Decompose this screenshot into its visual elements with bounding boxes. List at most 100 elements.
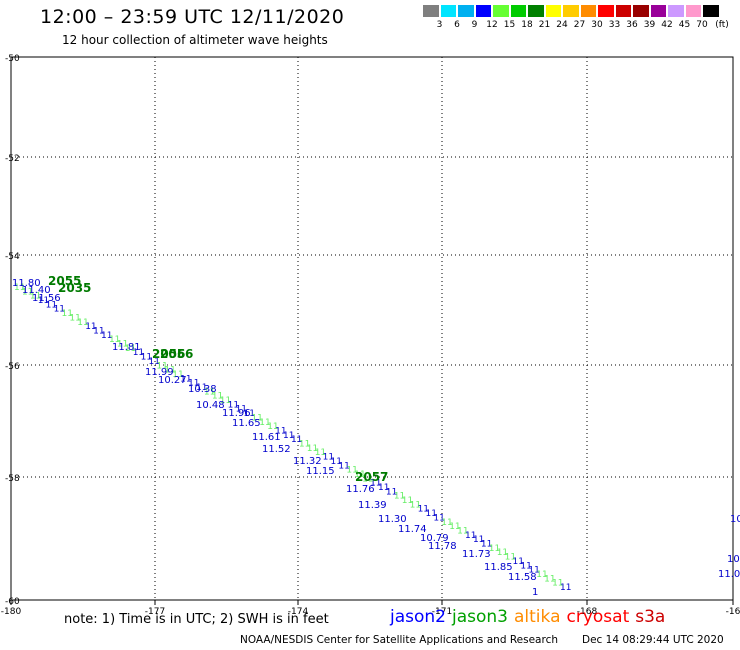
legend-swatch	[702, 4, 720, 18]
track-mark: 11	[386, 487, 397, 497]
track-mark: 11	[307, 444, 318, 454]
swh-value-label: 11.80	[12, 278, 41, 289]
legend-label: 42	[661, 20, 673, 30]
legend-swatch	[562, 4, 580, 18]
track-mark: 11	[449, 522, 460, 532]
legend-label: 36	[626, 20, 638, 30]
swh-value-label: 11.81	[112, 342, 141, 353]
swh-value-label: 11.32	[293, 456, 322, 467]
legend-swatch	[474, 4, 492, 18]
swh-value-label: 11.58	[508, 572, 537, 583]
y-tick-label: -54	[5, 252, 20, 262]
track-mark: 11	[133, 348, 144, 358]
legend-swatches	[422, 4, 740, 18]
legend-swatch	[632, 4, 650, 18]
swh-value-label: 11.56	[32, 293, 61, 304]
track-mark: 11	[117, 340, 128, 350]
track-mark: 11	[228, 400, 239, 410]
legend-swatch	[614, 4, 632, 18]
track-mark: 11	[323, 453, 334, 463]
track-mark: 11	[560, 583, 571, 593]
x-tick-label: -16	[726, 607, 740, 617]
track-mark: 11	[378, 483, 389, 493]
satellite-jason3: jason3	[452, 607, 508, 627]
track-mark: 11	[497, 548, 508, 558]
footnote: note: 1) Time is in UTC; 2) SWH is in fe…	[64, 612, 329, 627]
track-mark: 11	[489, 544, 500, 554]
track-mark: 11	[520, 561, 531, 571]
legend-label: 12	[486, 20, 498, 30]
track-mark: 11	[172, 370, 183, 380]
swh-value-label: 10.48	[196, 400, 225, 411]
plot-frame	[10, 56, 734, 601]
track-mark: 11	[30, 292, 41, 302]
track-mark: 11	[141, 353, 152, 363]
swh-value-label: 11.65	[232, 418, 261, 429]
time-label: 2056	[152, 347, 185, 361]
satellite-jason2: jason2	[390, 607, 446, 627]
legend-label: 3	[436, 20, 443, 30]
track-mark: 11	[46, 300, 57, 310]
y-tick-label: -60	[5, 597, 20, 607]
time-label: 2035	[58, 281, 91, 295]
satellite-s3a: s3a	[635, 607, 666, 627]
swh-value-label: 11.30	[378, 514, 407, 525]
track-mark: 11	[236, 405, 247, 415]
swh-value-label: 11.78	[428, 541, 457, 552]
swh-value-label: 11.85	[484, 562, 513, 573]
legend-swatch	[597, 4, 615, 18]
legend-label: 70	[696, 20, 708, 30]
track-mark: 11	[101, 331, 112, 341]
legend-swatch	[492, 4, 510, 18]
track-mark: 11	[125, 344, 136, 354]
legend-labels: 3 6 9 12 15 18 21 24 27 30 33 36 39 42 45 70 (ft)	[422, 20, 740, 32]
track-mark: 11	[188, 379, 199, 389]
track-mark: 11	[259, 418, 270, 428]
legend-swatch	[667, 4, 685, 18]
y-tick-label: -52	[5, 154, 20, 164]
swh-value-label: 11.39	[358, 500, 387, 511]
legend-swatch	[509, 4, 527, 18]
track-mark: 11	[473, 535, 484, 545]
x-tick-label: -177	[145, 607, 165, 617]
track-mark: 11	[394, 492, 405, 502]
chart-title: 12:00 – 23:59 UTC 12/11/2020	[40, 6, 345, 28]
track-mark: 11	[552, 579, 563, 589]
swh-value-label: 11.40	[22, 285, 51, 296]
legend-label: 33	[608, 20, 621, 30]
track-mark: 11	[338, 461, 349, 471]
track-mark: 11	[465, 531, 476, 541]
track-mark: 11	[513, 557, 524, 567]
legend-label: 6	[454, 20, 460, 30]
track-mark: 11	[505, 553, 516, 563]
track-mark: 11	[212, 392, 223, 402]
swh-value-label: 11.74	[398, 524, 427, 535]
swh-value-label: 11.76	[346, 484, 375, 495]
track-mark: 11	[536, 570, 547, 580]
track-mark: 11	[251, 413, 262, 423]
legend-label: 27	[573, 20, 586, 30]
track-mark: 11	[38, 296, 49, 306]
swh-value-label: 11.52	[262, 444, 291, 455]
track-mark: 11	[315, 448, 326, 458]
track-mark: 11	[425, 509, 436, 519]
legend-label: 24	[556, 20, 568, 30]
timestamp: Dec 14 08:29:44 UTC 2020	[582, 634, 724, 646]
legend-label: 39	[643, 20, 656, 30]
track-mark: 11	[275, 426, 286, 436]
legend-swatch	[439, 4, 457, 18]
legend-swatch	[422, 4, 440, 18]
track-mark: 11	[22, 287, 33, 297]
y-tick-label: -56	[5, 362, 20, 372]
swh-value-label: 11.73	[462, 549, 491, 560]
track-mark: 11	[85, 322, 96, 332]
track-mark: 11	[299, 440, 310, 450]
satellite-altika: altika	[514, 607, 561, 627]
x-tick-label: -174	[288, 607, 309, 617]
track-mark: 11	[14, 283, 25, 293]
time-label: 2057	[355, 470, 388, 484]
legend-swatch	[579, 4, 597, 18]
track-mark: 11	[243, 409, 254, 419]
swh-value-label: 10.79	[420, 533, 449, 544]
track-mark: 11	[291, 435, 302, 445]
